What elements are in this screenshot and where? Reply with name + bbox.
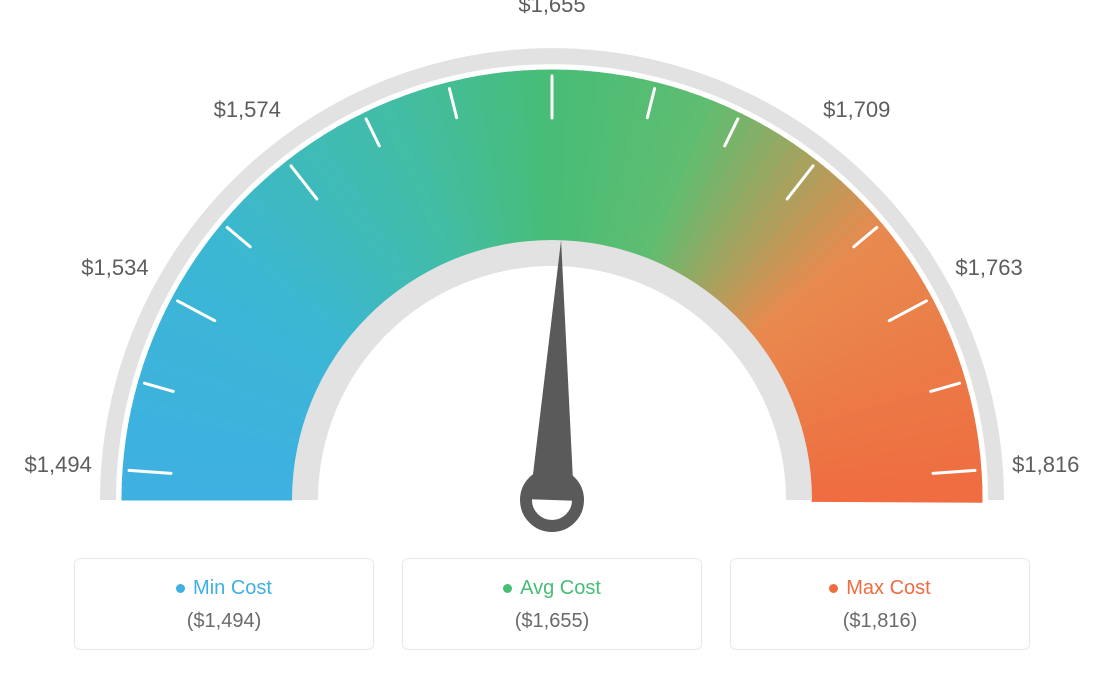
legend-dot-icon (829, 584, 838, 593)
tick-label: $1,534 (81, 255, 148, 281)
legend-value: ($1,816) (741, 610, 1019, 633)
legend-title-text: Min Cost (193, 577, 272, 599)
legend-dot-icon (176, 584, 185, 593)
gauge-svg (0, 20, 1104, 560)
tick-label: $1,574 (214, 97, 281, 123)
legend-value: ($1,655) (413, 610, 691, 633)
legend-value: ($1,494) (85, 610, 363, 633)
legend-card: Avg Cost ($1,655) (402, 558, 702, 650)
legend-title-text: Avg Cost (520, 577, 601, 599)
gauge-area: $1,494$1,534$1,574$1,655$1,709$1,763$1,8… (0, 20, 1104, 540)
tick-label: $1,494 (25, 452, 92, 478)
tick-label: $1,763 (955, 255, 1022, 281)
legend-dot-icon (503, 584, 512, 593)
legend-row: Min Cost ($1,494) Avg Cost ($1,655) Max Cost… (0, 558, 1104, 650)
legend-card: Min Cost ($1,494) (74, 558, 374, 650)
legend-card: Max Cost ($1,816) (730, 558, 1030, 650)
legend-title: Avg Cost (413, 577, 691, 600)
legend-title-text: Max Cost (846, 577, 930, 599)
gauge-needle (530, 240, 574, 501)
chart-container: $1,494 $1,534 $1,574 $1,655 $1,709 $1,763 $1,8… (0, 0, 1104, 690)
tick-label: $1,816 (1012, 452, 1079, 478)
tick-label: $1,709 (823, 97, 890, 123)
tick-label: $1,655 (518, 0, 585, 18)
legend-title: Min Cost (85, 577, 363, 600)
legend-title: Max Cost (741, 577, 1019, 600)
